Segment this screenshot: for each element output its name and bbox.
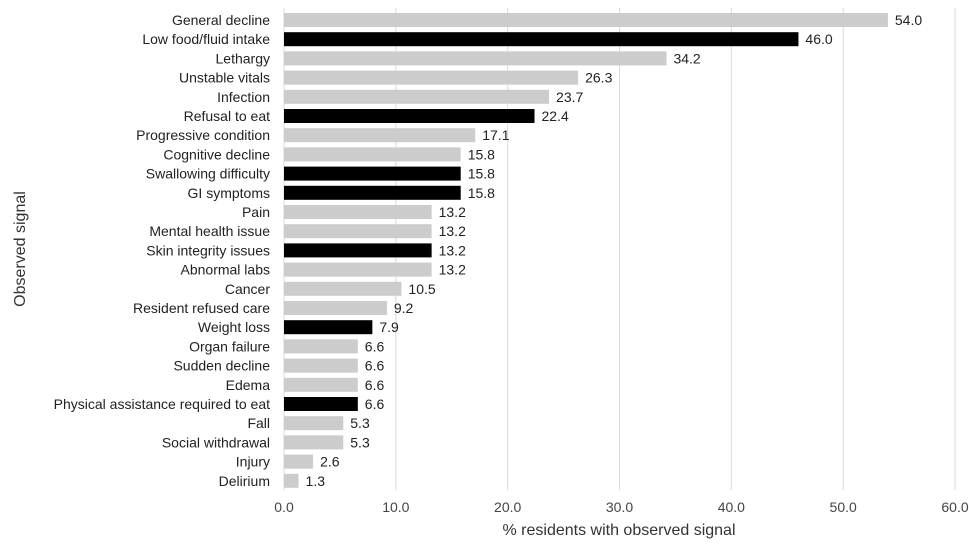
value-label: 1.3 [306,473,326,489]
bar [284,128,476,143]
category-label: Refusal to eat [184,108,270,124]
bars [284,13,888,488]
value-label: 13.2 [439,262,466,278]
value-label: 15.8 [468,166,495,182]
category-labels: General decline Low food/fluid intake Leth… [54,12,271,489]
bar [284,454,314,469]
value-label: 13.2 [439,242,466,258]
bar [284,224,432,239]
value-label: 23.7 [556,89,583,105]
value-label: 5.3 [350,434,370,450]
category-label: Cognitive decline [163,146,270,162]
category-label: Sudden decline [173,358,270,374]
category-label: Social withdrawal [162,434,270,450]
category-label: Low food/fluid intake [142,31,270,47]
value-label: 15.8 [468,185,495,201]
value-label: 13.2 [439,204,466,220]
gridlines [283,8,956,490]
category-label: Fall [247,415,270,431]
x-tick-label: 0.0 [274,499,294,515]
value-label: 17.1 [482,127,509,143]
value-label: 6.6 [365,358,385,374]
category-label: Mental health issue [149,223,270,239]
bar [284,301,387,315]
x-tick-labels: 0.0 10.0 20.0 30.0 40.0 50.0 60.0 [274,499,969,515]
bar [284,32,799,47]
value-label: 5.3 [350,415,370,431]
category-label: Abnormal labs [181,262,271,278]
y-axis-title: Observed signal [12,191,29,307]
bar [284,13,888,27]
bar [284,147,461,162]
category-label: Cancer [225,281,270,297]
x-tick-label: 20.0 [494,499,521,515]
x-tick-label: 40.0 [718,499,745,515]
value-label: 34.2 [673,50,700,66]
bar [284,166,461,181]
value-label: 10.5 [408,281,435,297]
category-label: General decline [172,12,270,28]
x-tick-label: 30.0 [606,499,633,515]
category-label: Swallowing difficulty [146,166,270,182]
bar [284,473,299,488]
value-label: 13.2 [439,223,466,239]
x-tick-label: 10.0 [382,499,409,515]
category-label: Infection [217,89,270,105]
category-label: Lethargy [216,50,270,66]
value-label: 9.2 [394,300,414,316]
bar [284,262,432,277]
value-label: 6.6 [365,377,385,393]
value-label: 54.0 [895,12,922,28]
category-label: Pain [242,204,270,220]
bar [284,377,358,392]
value-label: 22.4 [542,108,569,124]
category-label: Skin integrity issues [146,242,270,258]
bar [284,320,373,335]
bar [284,243,432,258]
value-label: 26.3 [585,70,612,86]
category-label: Progressive condition [136,127,270,143]
category-label: Unstable vitals [179,70,270,86]
bar [284,416,344,431]
bar [284,435,344,450]
bar [284,70,579,85]
bar [284,358,358,373]
bar [284,339,358,354]
category-label: Delirium [219,473,270,489]
category-label: Injury [236,454,270,470]
category-label: Edema [226,377,271,393]
value-label: 6.6 [365,396,385,412]
category-label: Organ failure [189,338,270,354]
value-label: 6.6 [365,338,385,354]
bar [284,109,535,123]
x-tick-label: 60.0 [941,499,968,515]
x-axis-title: % residents with observed signal [502,522,735,539]
bar [284,51,667,66]
category-label: Resident refused care [133,300,270,316]
bar [284,89,550,104]
value-label: 46.0 [805,31,832,47]
bar [284,281,402,296]
value-label: 15.8 [468,146,495,162]
value-label: 7.9 [379,319,399,335]
value-labels: 54.0 46.0 34.2 26.323.7 22.4 17.1 15.8 15.8 15.8… [306,12,923,489]
bar [284,205,432,219]
category-label: GI symptoms [188,185,270,201]
bar [284,397,358,411]
category-label: Weight loss [198,319,270,335]
category-label: Physical assistance required to eat [54,396,270,412]
value-label: 2.6 [320,454,340,470]
x-tick-label: 50.0 [830,499,857,515]
bar [284,185,461,200]
